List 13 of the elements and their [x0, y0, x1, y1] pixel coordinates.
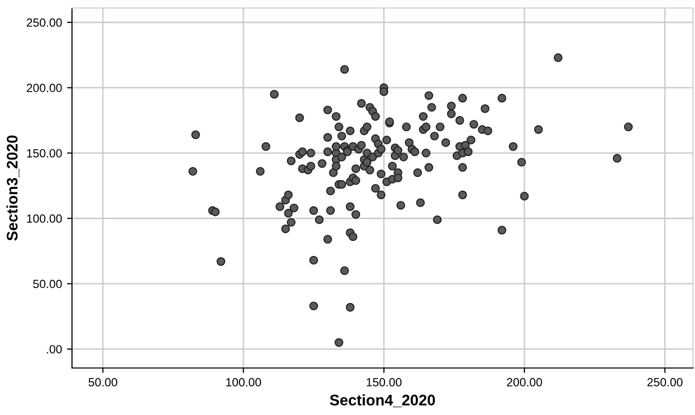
y-tick-label: 50.00: [33, 280, 62, 288]
y-tick-label: .00: [46, 345, 62, 354]
y-tick-label: 150.00: [27, 149, 62, 158]
x-tick-label: 150.00: [366, 378, 402, 386]
x-tick-label: 200.00: [506, 378, 542, 386]
x-axis-title: Section4_2020: [330, 394, 435, 408]
x-tick-label: 100.00: [226, 378, 261, 386]
y-tick-label: 200.00: [26, 84, 62, 92]
x-tick-label: 250.00: [647, 378, 682, 386]
y-tick-label: 100.00: [27, 214, 62, 223]
x-tick-label: 50.00: [88, 378, 118, 386]
y-axis-title: Section3_2020: [6, 136, 20, 241]
y-tick-label: 250.00: [26, 18, 62, 27]
